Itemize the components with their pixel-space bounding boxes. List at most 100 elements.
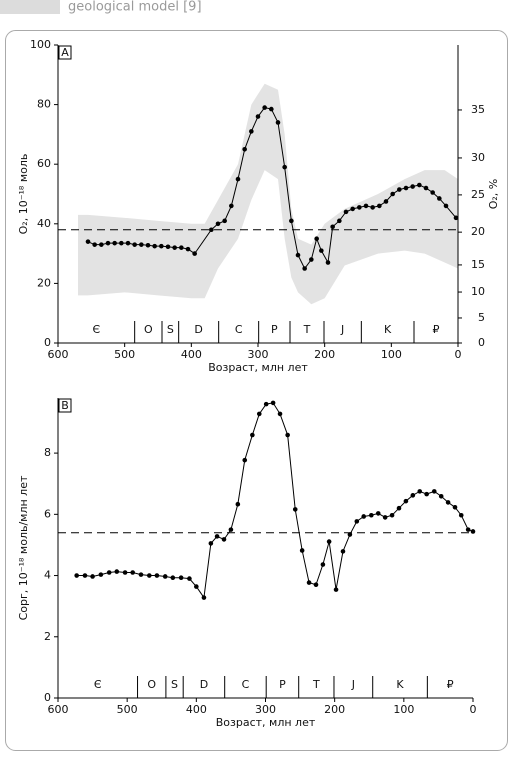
y2-tick-label: 10 [471,285,485,298]
data-point [179,245,184,250]
period-label: S [167,323,174,336]
period-label: ₽ [447,678,454,691]
data-point [162,574,168,579]
data-point [154,573,160,578]
y2-tick-label: 20 [471,225,485,238]
data-point [299,548,305,553]
data-point [389,512,395,518]
data-point [390,191,395,197]
data-point [277,411,283,417]
data-point [99,242,104,247]
x-axis-label: Возраст, млн лет [216,716,316,729]
header-text: geological model [9] [68,0,202,15]
data-point [295,252,301,258]
data-point [396,505,402,511]
x-tick-label: 0 [470,703,477,716]
data-point [340,549,346,554]
data-point [178,575,184,580]
period-label: D [194,323,202,336]
data-point [235,176,241,182]
data-point [185,246,191,252]
data-point [292,507,298,512]
data-point [424,491,429,497]
data-point [215,221,221,227]
data-point [325,260,331,265]
data-point [187,576,192,581]
data-point [263,401,269,407]
data-point [458,512,464,518]
header-bar [0,0,60,14]
data-point [417,182,422,188]
period-label: J [351,678,355,691]
data-point [410,493,416,498]
data-point [453,215,459,221]
data-point [357,205,362,210]
data-point [119,240,124,246]
data-point [172,245,177,250]
panel-letter: A [61,46,69,59]
data-point [282,164,287,170]
y2-axis-label: O₂, % [487,179,500,210]
data-point [82,573,88,578]
data-point [375,511,381,516]
data-point [221,537,227,542]
data-point [354,519,360,524]
data-point [262,105,267,110]
x-tick-label: 600 [48,348,69,361]
y2-tick-label: 25 [471,188,485,201]
data-point [333,587,339,592]
panel-frame [5,30,508,751]
data-point [302,266,307,271]
data-point [350,206,355,212]
y-tick-label: 4 [44,569,51,582]
panel-letter-box [58,45,72,60]
data-point [417,489,423,494]
y2-tick-label: 30 [471,151,485,164]
data-point [242,147,247,152]
x-tick-label: 100 [381,348,402,361]
period-label: C [242,678,250,691]
period-label: K [384,323,392,336]
period-label: O [147,678,156,691]
data-point [90,574,95,579]
data-point [313,582,319,588]
data-point [423,185,429,191]
data-point [289,218,294,224]
data-point [256,411,262,417]
x-tick-label: 0 [455,348,462,361]
data-point [192,251,197,256]
data-point [470,529,476,534]
data-point [430,190,435,195]
data-point [403,185,409,191]
y-tick-label: 40 [37,217,51,230]
y-tick-label: 60 [37,157,51,170]
data-point [403,498,409,504]
data-point [452,504,458,510]
period-label: D [200,678,208,691]
data-point [343,209,349,215]
data-point [363,203,369,209]
data-point [112,240,117,246]
x-axis-label: Возраст, млн лет [208,361,308,374]
data-point [410,184,415,189]
x-tick-label: 300 [255,703,276,716]
data-point [445,500,451,505]
series-line [76,402,474,599]
x-tick-label: 200 [324,703,345,716]
period-label: C [235,323,243,336]
y-tick-label: 20 [37,276,51,289]
data-point [242,457,248,463]
data-point [85,239,91,244]
data-point [330,224,335,230]
data-point [269,106,274,112]
data-point [431,489,437,494]
period-label: T [312,678,320,691]
y-axis-label: Cорг, 10⁻¹⁸ моль/млн лет [17,475,30,620]
data-point [114,569,120,574]
data-point [249,129,254,134]
y2-tick-label: 15 [471,258,485,271]
range-band [78,83,458,305]
y-tick-label: 100 [30,38,51,51]
data-point [98,572,104,577]
period-label: P [271,323,278,336]
